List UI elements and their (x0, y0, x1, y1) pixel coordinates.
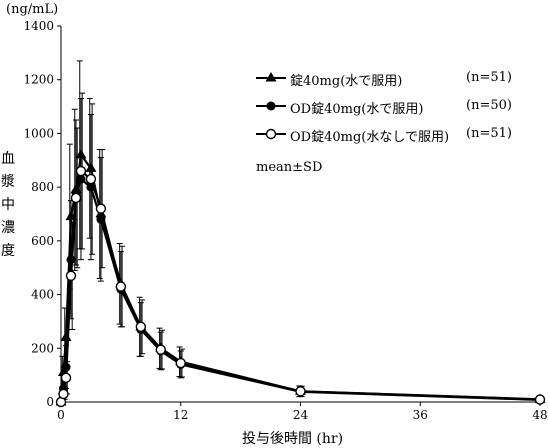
y-axis-label-char: 漿 (1, 174, 15, 190)
x-axis-label: 投与後時間 (hr) (241, 431, 344, 447)
data-point-open-circle (175, 357, 186, 369)
y-axis-label-char: 濃 (1, 220, 15, 236)
series-line (59, 169, 541, 403)
data-point-triangle (60, 331, 72, 342)
data-point-triangle (85, 162, 97, 172)
error-bar-note: mean±SD (256, 160, 323, 175)
data-point-open-circle (70, 192, 82, 204)
data-point-open-circle (60, 372, 72, 384)
legend-series-name: 錠40mg(水で服用) (290, 74, 403, 89)
x-tick-label: 24 (293, 408, 309, 422)
data-point-open-circle (95, 203, 107, 214)
data-point-filled-circle (76, 174, 86, 184)
y-tick-label: 800 (31, 180, 54, 194)
x-tick-label: 0 (57, 408, 65, 422)
y-tick-label: 200 (31, 341, 54, 355)
x-tick-label: 12 (173, 408, 188, 422)
data-point-open-circle (115, 281, 127, 292)
data-point-filled-circle (86, 182, 96, 192)
legend-marker-filled-circle (256, 101, 286, 111)
legend-series-n: (n=51) (466, 70, 512, 85)
series-lines (59, 153, 541, 403)
data-point-open-circle (65, 270, 77, 281)
series-line (59, 178, 541, 403)
data-point-triangle (75, 148, 87, 159)
x-tick-label: 36 (413, 408, 428, 422)
y-tick-label: 1400 (23, 19, 54, 33)
data-point-open-circle (58, 388, 69, 400)
series-line (59, 153, 541, 403)
x-tick-label: 48 (532, 408, 547, 422)
y-unit-label: (ng/mL) (6, 2, 59, 17)
data-point-open-circle (155, 344, 166, 355)
chart-axes: 0 200 400 600 800 1000 1200 1400 0 12 24 36 48 (23, 19, 547, 422)
legend-series-n: (n=50) (466, 98, 512, 113)
data-point-open-circle (295, 386, 306, 397)
legend-series-name: OD錠40mg(水で服用) (290, 102, 424, 117)
y-tick-label: 600 (31, 234, 54, 248)
legend-series-name: OD錠40mg(水なしで服用) (290, 130, 450, 145)
legend-marker-triangle (256, 72, 286, 82)
y-tick-label: 400 (31, 288, 54, 302)
data-point-open-circle (75, 165, 87, 177)
y-tick-label: 1200 (23, 73, 54, 87)
y-axis-label-char: 中 (1, 197, 15, 213)
data-point-open-circle (135, 321, 147, 332)
y-tick-label: 1000 (23, 126, 54, 140)
data-point-filled-circle (66, 255, 76, 265)
legend-marker-open-circle (256, 128, 286, 140)
data-point-triangle (65, 210, 77, 221)
y-axis-label-char: 血 (1, 151, 15, 167)
y-tick-label: 0 (46, 395, 54, 409)
series-markers (55, 148, 546, 408)
data-point-open-circle (85, 173, 97, 185)
y-axis-label-char: 度 (1, 243, 15, 259)
data-point-triangle (70, 183, 82, 194)
legend-series-n: (n=51) (466, 126, 512, 141)
y-axis-label: 血漿中濃度 (0, 148, 16, 263)
data-point-open-circle (534, 394, 546, 405)
